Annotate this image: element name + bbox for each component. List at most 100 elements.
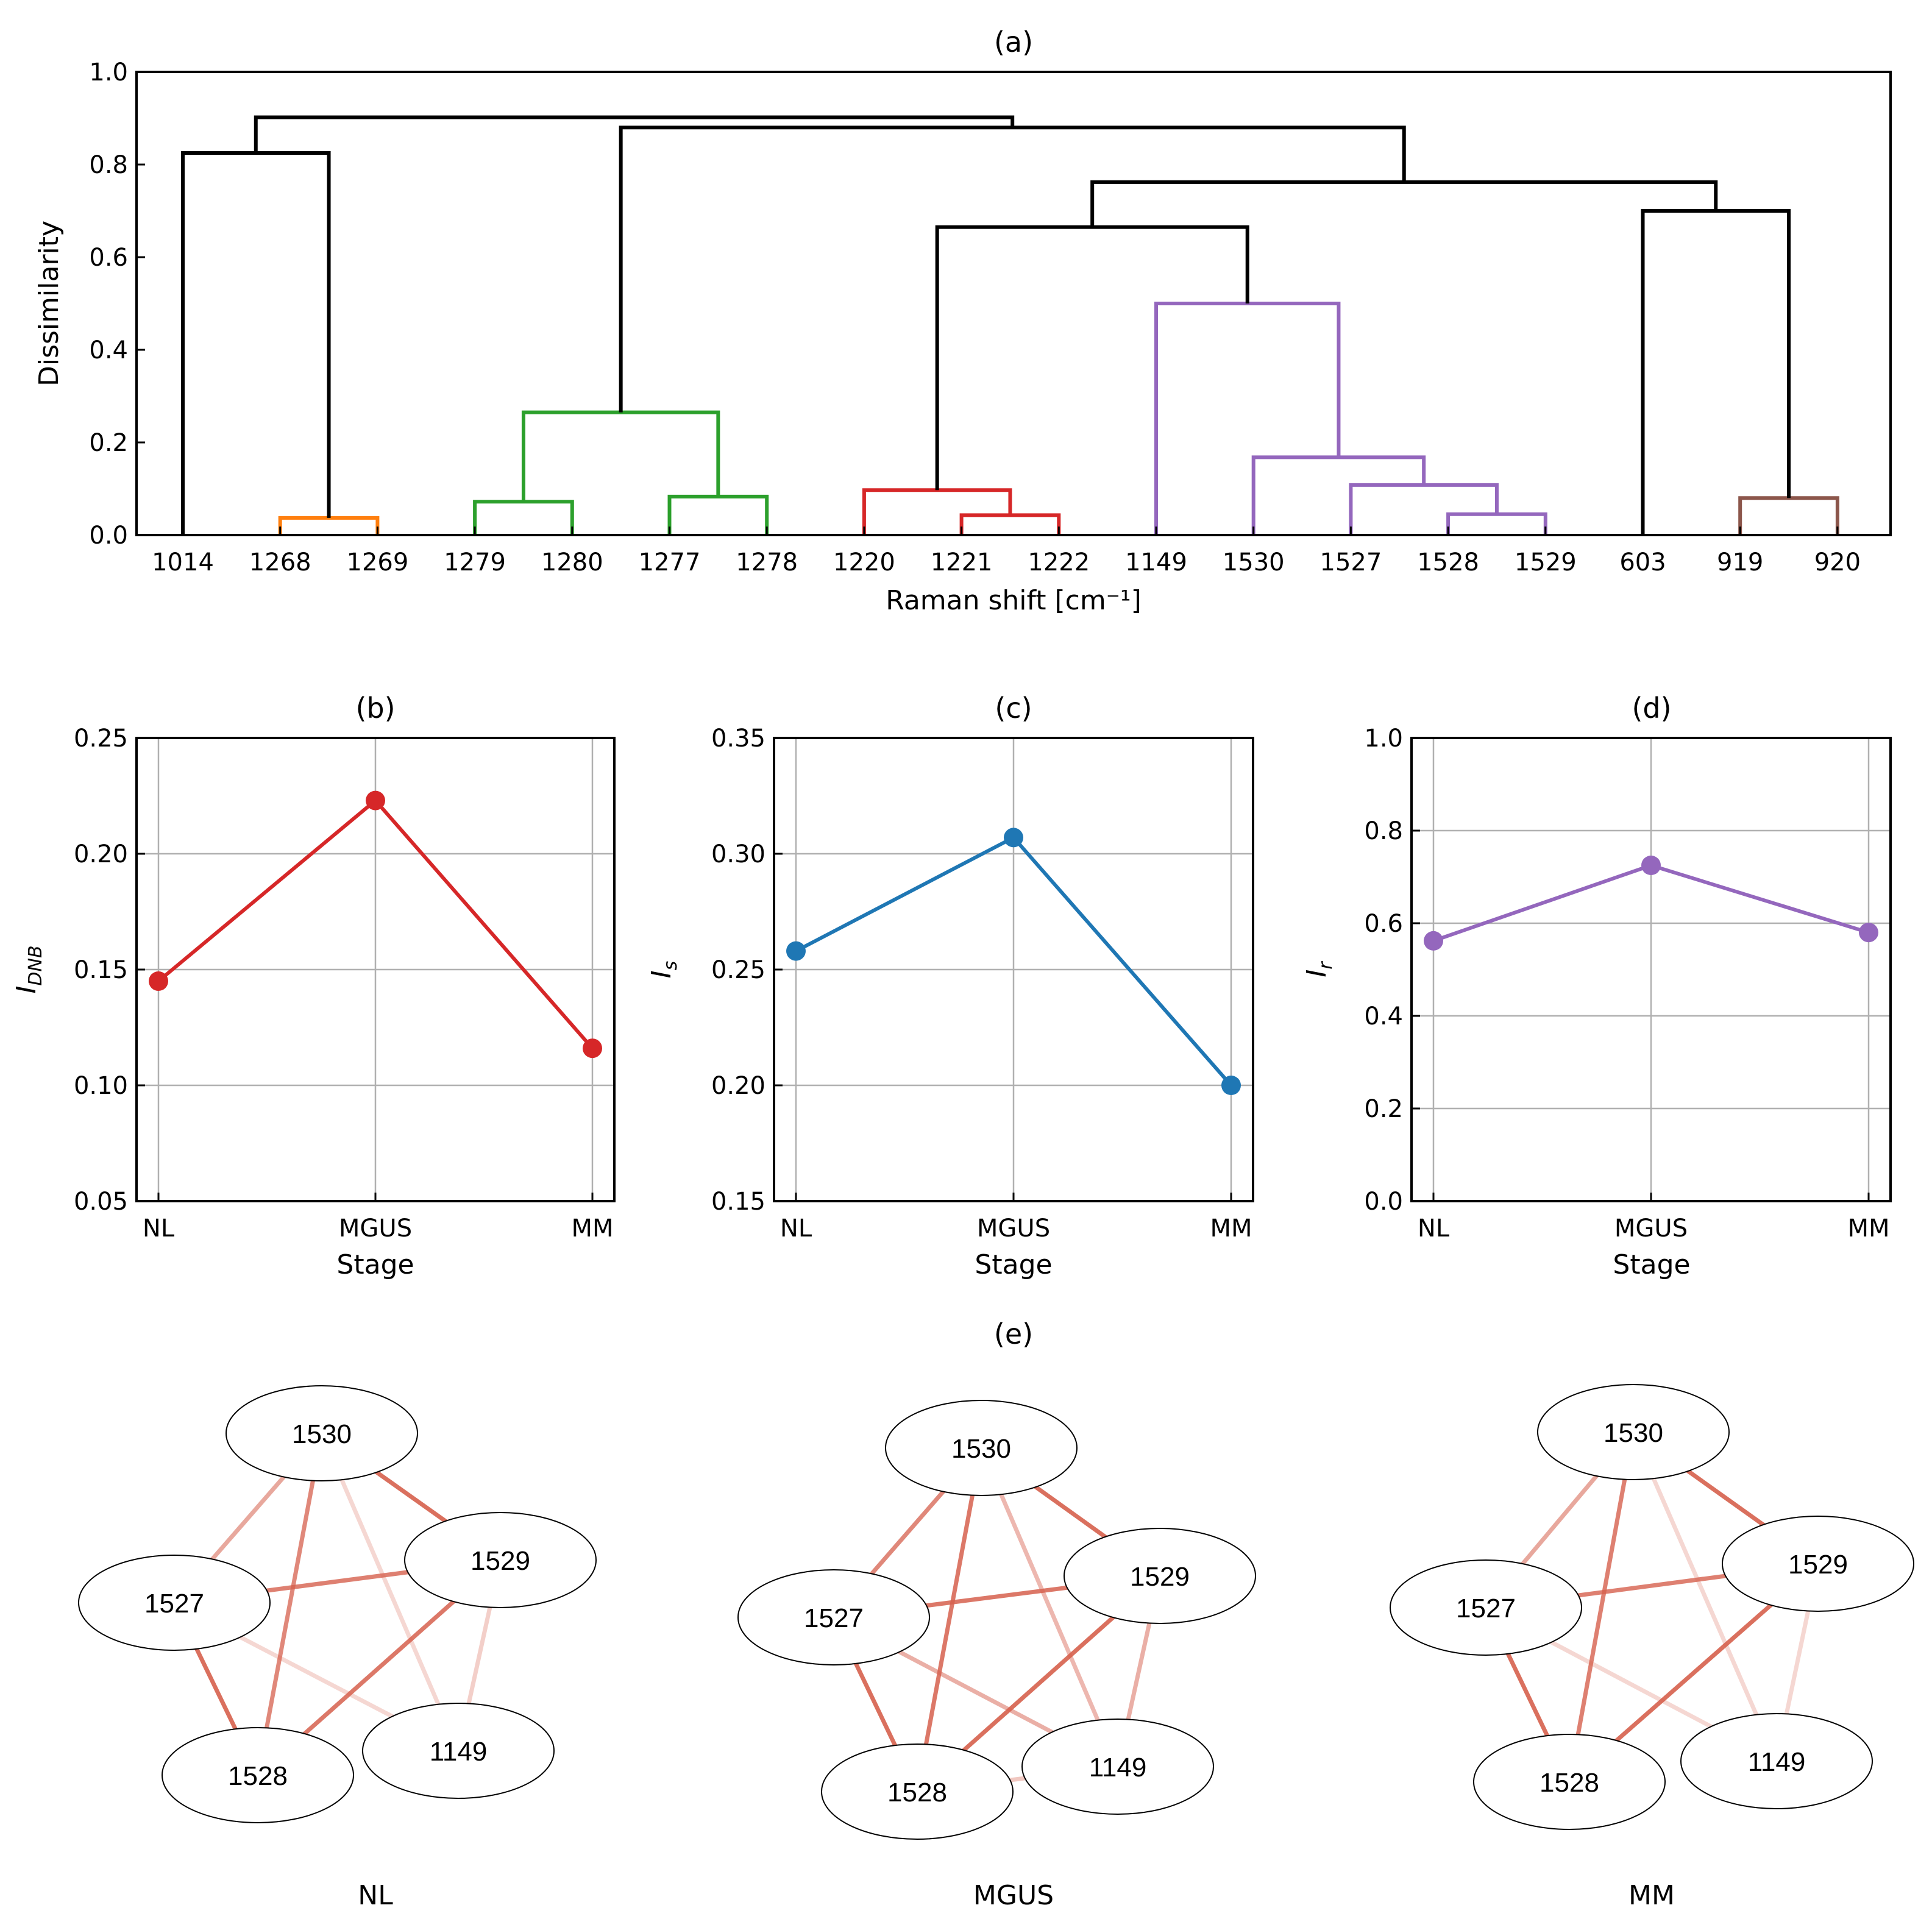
- panel-d-ylabel: Ir: [1301, 961, 1337, 977]
- panel-a-yticks: 0.0 0.2 0.4 0.6 0.8 1.0: [89, 59, 145, 550]
- panel-c-xtick-label-2: MM: [1210, 1215, 1252, 1243]
- network-mgus-node-1149: [1021, 1719, 1214, 1815]
- panel-a-xtick-label-9: 1222: [1028, 548, 1090, 576]
- panel-d-ylabel-sub: r: [1315, 961, 1337, 970]
- network-mgus-node-1529: [1064, 1528, 1256, 1624]
- panel-a-links: [181, 115, 1839, 535]
- panel-c-xticks: NL MGUS MM: [780, 1193, 1252, 1243]
- panel-c-ytick-label-4: 0.35: [711, 725, 765, 753]
- network-mgus-node-1528: [821, 1743, 1014, 1840]
- panel-a-ytick-label-4: 0.8: [89, 151, 128, 179]
- network-mgus-node-1530: [885, 1400, 1078, 1496]
- panel-c-frame: [773, 737, 1254, 1202]
- network-nl: 1530 1529 1527 1528 1149: [78, 1385, 597, 1823]
- network-mm-node-label-1529: 1529: [1788, 1550, 1848, 1580]
- panel-b-ylabel-main: I: [11, 986, 42, 994]
- panel-b-point-mgus: [366, 790, 385, 811]
- panel-b-ylabel: IDNB: [11, 945, 46, 993]
- network-mm-node-label-1527: 1527: [1456, 1594, 1516, 1623]
- network-mgus-node-label-1149: 1149: [1089, 1753, 1147, 1782]
- panel-b-point-nl: [149, 971, 168, 991]
- panel-a-ytick-label-0: 0.0: [89, 522, 128, 550]
- network-mm-node-label-1149: 1149: [1748, 1747, 1806, 1777]
- panel-d-ytick-label-3: 0.6: [1364, 910, 1403, 938]
- network-nl-node-label-1529: 1529: [471, 1546, 530, 1576]
- network-nl-node-1530: [226, 1385, 418, 1481]
- network-mm-node-label-1530: 1530: [1603, 1418, 1663, 1448]
- panel-d-point-mgus: [1641, 856, 1661, 875]
- panel-b-ylabel-sub: DNB: [25, 945, 46, 985]
- network-mgus-node-label-1528: 1528: [887, 1778, 947, 1807]
- network-nl-edge-1530-1528: [255, 1433, 324, 1776]
- panel-d-ytick-label-2: 0.4: [1364, 1002, 1403, 1030]
- panel-d-ytick-label-4: 0.8: [1364, 817, 1403, 845]
- panel-a-xtick-label-0: 1014: [152, 548, 214, 576]
- network-nl-node-1529: [404, 1512, 597, 1608]
- panel-c-ytick-label-0: 0.15: [711, 1188, 765, 1216]
- dendrogram-link-16: [254, 115, 1015, 153]
- network-mm: 1530 1529 1527 1528 1149: [1390, 1384, 1914, 1830]
- panel-a-xtick-label-11: 1530: [1223, 548, 1285, 576]
- panel-d-series: [1424, 856, 1878, 951]
- panel-a-xtick-label-14: 1529: [1515, 548, 1577, 576]
- panel-a-ytick-label-1: 0.2: [89, 429, 128, 457]
- panel-b-xtick-label-1: MGUS: [339, 1215, 412, 1243]
- panel-a-xtick-label-8: 1221: [931, 548, 993, 576]
- panel-e-title: (e): [994, 1318, 1033, 1350]
- network-nl-node-1149: [362, 1703, 555, 1799]
- panel-b-ytick-label-3: 0.20: [74, 840, 128, 868]
- panel-e-networks: (e) 1530 1529 1527 1528 1149 1530 1529 1527 152…: [78, 1318, 1914, 1911]
- panel-d-xticks: NL MGUS MM: [1418, 1193, 1890, 1243]
- panel-a-ytick-label-5: 1.0: [89, 59, 128, 87]
- panel-b-ytick-label-4: 0.25: [74, 725, 128, 753]
- network-mgus-edge-1530-1149: [979, 1447, 1120, 1768]
- panel-a-xticks: 1014 1268 1269 1279 1280 1277 1278 1220 1221 1222…: [152, 527, 1861, 576]
- panel-d-line-chart: (d) 0.0 0.2 0.4 0.6 0.8 1.0 NL MGUS MM Ir Stage: [1301, 692, 1892, 1280]
- panel-d-frame: [1410, 737, 1892, 1202]
- panel-b-yticks: 0.05 0.10 0.15 0.20 0.25: [74, 725, 145, 1216]
- network-mgus-node-label-1529: 1529: [1130, 1562, 1190, 1592]
- panel-a-title: (a): [994, 26, 1033, 59]
- panel-a-xtick-label-12: 1527: [1320, 548, 1382, 576]
- panel-c-xtick-label-0: NL: [780, 1215, 812, 1243]
- panel-d-xtick-label-0: NL: [1418, 1215, 1450, 1243]
- panel-c-ytick-label-3: 0.30: [711, 840, 765, 868]
- panel-d-xtick-label-1: MGUS: [1614, 1215, 1688, 1243]
- network-mm-node-1149: [1680, 1713, 1873, 1809]
- panel-a-xtick-label-2: 1269: [347, 548, 409, 576]
- panel-b-ytick-label-0: 0.05: [74, 1188, 128, 1216]
- panel-c-yticks: 0.15 0.20 0.25 0.30 0.35: [711, 725, 783, 1216]
- panel-d-xtick-label-2: MM: [1847, 1215, 1889, 1243]
- panel-b-xlabel: Stage: [336, 1249, 414, 1280]
- panel-c-ytick-label-1: 0.20: [711, 1072, 765, 1100]
- network-nl-node-1527: [78, 1555, 271, 1651]
- network-mm-node-label-1528: 1528: [1540, 1768, 1599, 1798]
- panel-c-point-nl: [786, 941, 806, 961]
- panel-c-ytick-label-2: 0.25: [711, 956, 765, 984]
- panel-a-dendrogram: (a) 0.00.20.40.60.81.0 1014 1268 1269 1279 1…: [34, 26, 1892, 616]
- network-mgus-node-1527: [737, 1569, 930, 1665]
- network-mm-edge-1530-1149: [1631, 1431, 1779, 1762]
- network-mm-node-1527: [1390, 1559, 1582, 1656]
- network-mgus-edge-1530-1528: [915, 1447, 984, 1792]
- panel-b-frame: [135, 737, 616, 1202]
- panel-a-ytick-label-2: 0.4: [89, 336, 128, 364]
- panel-a-xtick-label-3: 1279: [444, 548, 506, 576]
- panel-d-ytick-label-5: 1.0: [1364, 725, 1403, 753]
- panel-c-ylabel-main: I: [646, 970, 677, 978]
- panel-b-line-chart: (b) 0.05 0.10 0.15 0.20 0.25 NL MGUS MM IDNB S…: [11, 692, 616, 1280]
- network-mgus-node-label-1527: 1527: [804, 1603, 864, 1633]
- panel-a-xtick-label-17: 920: [1814, 548, 1861, 576]
- panel-d-title: (d): [1632, 692, 1671, 725]
- network-nl-node-label-1149: 1149: [430, 1737, 488, 1767]
- panel-a-xtick-label-13: 1528: [1417, 548, 1479, 576]
- panel-b-series: [149, 790, 602, 1059]
- panel-d-xlabel: Stage: [1613, 1249, 1690, 1280]
- network-mm-node-1529: [1722, 1516, 1914, 1612]
- panel-b-xticks: NL MGUS MM: [143, 1193, 614, 1243]
- panel-a-ylabel: Dissimilarity: [34, 221, 65, 386]
- network-nl-node-label-1530: 1530: [292, 1419, 352, 1449]
- panel-c-xlabel: Stage: [975, 1249, 1052, 1280]
- network-mm-edge-1530-1528: [1567, 1431, 1636, 1782]
